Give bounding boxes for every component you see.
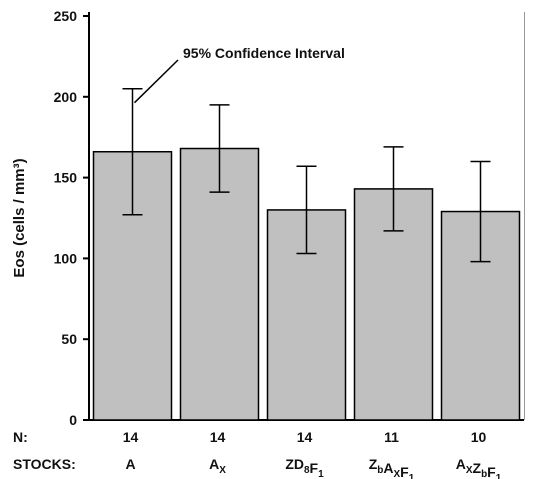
category-label-part: 8 [304, 465, 310, 476]
category-label-part: F [310, 460, 319, 476]
category-label-part: 1 [409, 473, 415, 479]
annotation-pointer [133, 59, 179, 104]
category-label-part: b [377, 465, 383, 476]
n-value: 14 [297, 429, 313, 445]
category-label-part: b [481, 469, 487, 479]
category-label-part: ZD [285, 456, 304, 472]
category-label-part: X [466, 465, 473, 476]
n-value: 14 [123, 429, 139, 445]
y-axis-title: Eos (cells / mm³) [11, 158, 28, 277]
category-label-ZD8F1: ZD8F1 [285, 456, 324, 479]
category-label-part: 1 [496, 473, 502, 479]
category-label-part: A [383, 460, 393, 476]
category-label-part: A [209, 456, 219, 472]
category-label-part: 1 [318, 469, 324, 479]
n-value: 10 [471, 429, 487, 445]
y-tick-label: 50 [61, 331, 77, 347]
annotation-text: 95% Confidence Interval [183, 45, 345, 61]
category-label-part: A [125, 456, 135, 472]
category-label-AxZbF1: AXZbF1 [456, 456, 502, 479]
n-value: 11 [384, 429, 399, 445]
n-value: 14 [210, 429, 226, 445]
category-label-part: Z [473, 460, 482, 476]
category-label-part: F [487, 464, 496, 479]
y-tick-label: 100 [54, 250, 78, 266]
category-label-part: A [456, 456, 466, 472]
y-tick-label: 200 [54, 89, 78, 105]
category-label-part: Z [369, 456, 378, 472]
category-label-part: X [394, 469, 401, 479]
y-tick-label: 0 [69, 412, 77, 428]
y-tick-label: 150 [54, 170, 78, 186]
category-label-part: X [219, 465, 226, 476]
category-label-ZbAxF1: ZbAXF1 [369, 456, 415, 479]
y-tick-label: 250 [54, 8, 78, 24]
category-label-Ax: AX [209, 456, 226, 476]
n-row-label: N: [13, 429, 28, 445]
category-label-part: F [400, 464, 409, 479]
category-label-A: A [125, 456, 135, 472]
bar-Ax [179, 147, 260, 421]
error-bars [122, 87, 491, 263]
stocks-row-label: STOCKS: [13, 456, 76, 472]
